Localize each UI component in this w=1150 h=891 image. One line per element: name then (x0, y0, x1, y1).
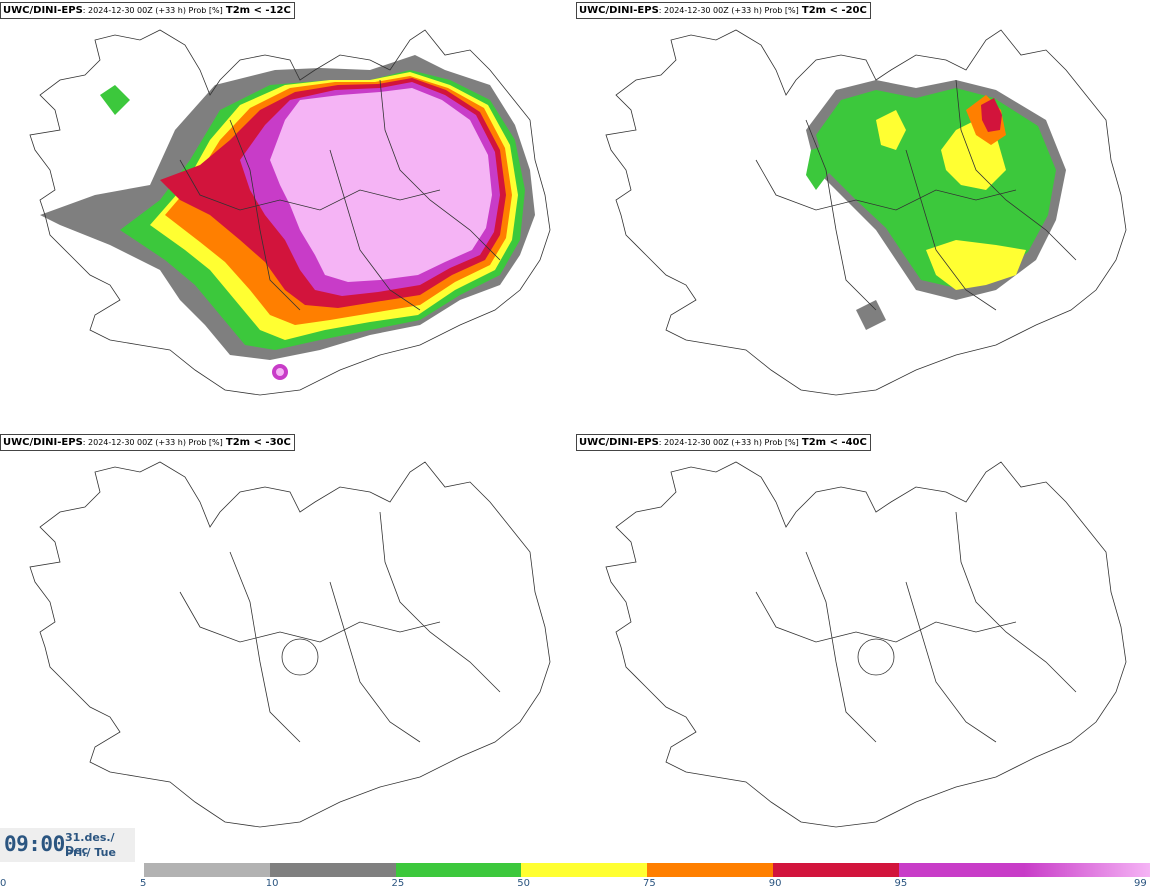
variable-label: T2m < -30C (225, 437, 291, 448)
coastline (29, 461, 551, 828)
run-info: 2024-12-30 00Z (+33 h) Prob [%] (664, 6, 799, 15)
run-info: 2024-12-30 00Z (+33 h) Prob [%] (88, 6, 223, 15)
colorbar-tick-label: 50 (517, 878, 530, 889)
colorbar-tick-label: 99 (1134, 878, 1147, 889)
colorbar-segment (647, 863, 773, 877)
colorbar-tick-label: 25 (391, 878, 405, 889)
colorbar-tick-label: 75 (643, 878, 656, 889)
valid-time: 09:00 (4, 832, 65, 856)
iceland-map-12 (29, 29, 551, 396)
valid-date-line1: 31.des./ Dec (65, 831, 115, 857)
colorbar-tick-label: 10 (265, 878, 279, 889)
colorbar-segment (772, 863, 899, 877)
panel-title: UWC/DINI-EPS: 2024-12-30 00Z (+33 h) Pro… (576, 2, 871, 19)
iceland-map-40 (605, 461, 1127, 828)
model-source: UWC/DINI-EPS (579, 5, 659, 16)
run-info: 2024-12-30 00Z (+33 h) Prob [%] (664, 438, 799, 447)
probability-colorbar (144, 863, 1150, 877)
variable-label: T2m < -20C (801, 5, 867, 16)
iceland-map-30 (29, 461, 551, 828)
colorbar-tick-label: 0 (0, 878, 7, 889)
model-source: UWC/DINI-EPS (3, 5, 83, 16)
coastline (605, 29, 1127, 396)
map-panel-t2m-40: UWC/DINI-EPS: 2024-12-30 00Z (+33 h) Pro… (576, 432, 1150, 862)
valid-date-line2: Þri./ Tue (65, 846, 116, 859)
coastline (605, 461, 1127, 828)
map-panel-t2m-20: UWC/DINI-EPS: 2024-12-30 00Z (+33 h) Pro… (576, 0, 1150, 430)
panel-title: UWC/DINI-EPS: 2024-12-30 00Z (+33 h) Pro… (576, 434, 871, 451)
colorbar-segment (269, 863, 396, 877)
variable-label: T2m < -12C (225, 5, 291, 16)
valid-time-box: 09:00 31.des./ Dec Þri./ Tue (0, 828, 135, 862)
map-panel-t2m-30: UWC/DINI-EPS: 2024-12-30 00Z (+33 h) Pro… (0, 432, 575, 862)
probability-fill (806, 80, 1066, 330)
run-info: 2024-12-30 00Z (+33 h) Prob [%] (88, 438, 223, 447)
iceland-map-20 (605, 29, 1127, 396)
colorbar-tick-label: 5 (140, 878, 147, 889)
colorbar-segment (1024, 863, 1150, 877)
model-source: UWC/DINI-EPS (3, 437, 83, 448)
colorbar-segment (395, 863, 522, 877)
model-source: UWC/DINI-EPS (579, 437, 659, 448)
colorbar-segment (521, 863, 647, 877)
map-panel-t2m-12: UWC/DINI-EPS: 2024-12-30 00Z (+33 h) Pro… (0, 0, 575, 430)
coastline (29, 29, 551, 396)
colorbar-segment (898, 863, 1025, 877)
variable-label: T2m < -40C (801, 437, 867, 448)
probability-fill (40, 55, 535, 380)
panel-title: UWC/DINI-EPS: 2024-12-30 00Z (+33 h) Pro… (0, 2, 295, 19)
panel-title: UWC/DINI-EPS: 2024-12-30 00Z (+33 h) Pro… (0, 434, 295, 451)
colorbar-segment (144, 863, 270, 877)
colorbar-tick-label: 95 (894, 878, 908, 889)
colorbar-tick-label: 90 (768, 878, 782, 889)
